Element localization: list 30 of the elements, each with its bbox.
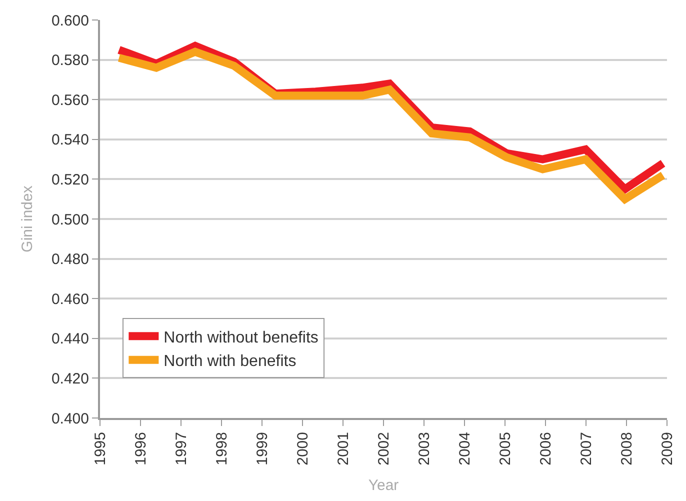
- y-axis-title: Gini index: [19, 185, 36, 252]
- y-tick-label: 0.580: [51, 52, 89, 70]
- x-tick-label: 2003: [416, 432, 433, 466]
- x-tick-label: 2005: [496, 432, 514, 466]
- x-tick-label: 1996: [132, 432, 150, 466]
- x-tick-label: 2007: [578, 432, 595, 466]
- y-tick-label: 0.500: [51, 211, 89, 228]
- legend-label: North without benefits: [164, 329, 318, 346]
- y-tick-label: 0.560: [51, 92, 89, 109]
- y-tick-label: 0.440: [51, 330, 89, 348]
- x-tick-label: 2002: [375, 432, 392, 466]
- y-tick-label: 0.480: [51, 251, 89, 268]
- x-tick-label: 2001: [334, 432, 352, 466]
- x-tick-label: 2008: [618, 432, 636, 466]
- y-tick-label: 0.600: [51, 12, 89, 30]
- x-tick-label: 2004: [456, 432, 474, 466]
- x-tick-label: 2006: [537, 432, 554, 466]
- y-tick-label: 0.540: [51, 132, 89, 149]
- x-tick-label: 1995: [92, 432, 109, 466]
- x-tick-label: 2009: [658, 432, 676, 466]
- legend-label: North with benefits: [164, 353, 296, 370]
- x-tick-label: 1999: [254, 432, 271, 466]
- x-tick-label: 2000: [294, 432, 312, 466]
- x-tick-label: 1997: [172, 432, 190, 466]
- x-axis-title: Year: [368, 476, 399, 494]
- y-tick-label: 0.460: [51, 290, 89, 308]
- y-tick-label: 0.520: [51, 171, 89, 188]
- y-tick-label: 0.400: [51, 410, 89, 428]
- y-tick-label: 0.420: [51, 370, 89, 388]
- x-tick-label: 1998: [213, 432, 230, 466]
